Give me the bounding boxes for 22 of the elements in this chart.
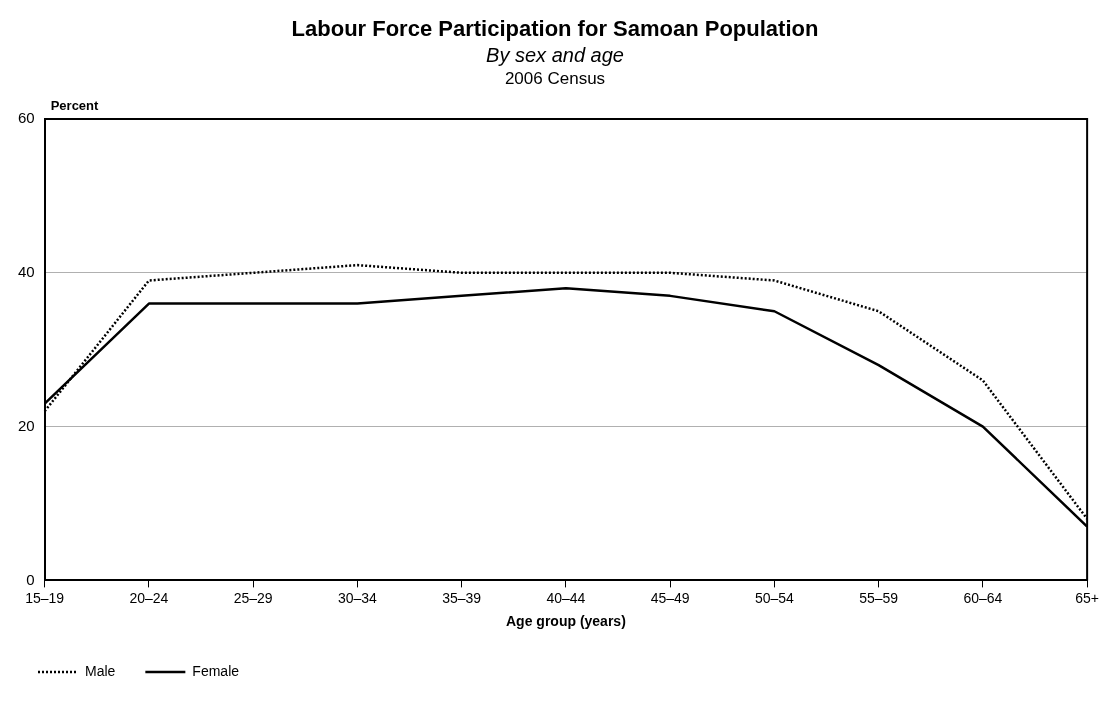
x-tick-label: 25–29 — [233, 589, 273, 606]
x-axis-title: Age group (years) — [506, 613, 626, 630]
x-tick-label: 30–34 — [337, 589, 378, 606]
x-tick-label: 60–64 — [963, 589, 1003, 606]
legend-label: Female — [192, 662, 240, 679]
text: 2006 Census — [503, 69, 607, 89]
x-tick-label: 45–49 — [650, 589, 690, 606]
y-tick-label: 20 — [18, 416, 35, 434]
y-tick-label: 60 — [18, 109, 35, 127]
chart-subtitle: By sex and age — [485, 44, 625, 67]
x-tick-label: 15–19 — [25, 589, 65, 606]
x-tick-label: 50–54 — [754, 589, 795, 606]
x-tick-label: 65+ — [1075, 589, 1099, 606]
x-tick-label: 20–24 — [129, 589, 169, 606]
legend-label: Male — [85, 662, 116, 679]
y-axis-title: Percent — [50, 98, 100, 114]
y-tick-label: 40 — [18, 262, 35, 280]
x-tick-label: 40–44 — [546, 589, 586, 606]
x-tick-label: 55–59 — [859, 589, 899, 606]
y-tick-label: 0 — [26, 570, 35, 588]
x-tick-label: 35–39 — [442, 589, 482, 606]
chart-title: Labour Force Participation for Samoan Population — [290, 16, 820, 42]
